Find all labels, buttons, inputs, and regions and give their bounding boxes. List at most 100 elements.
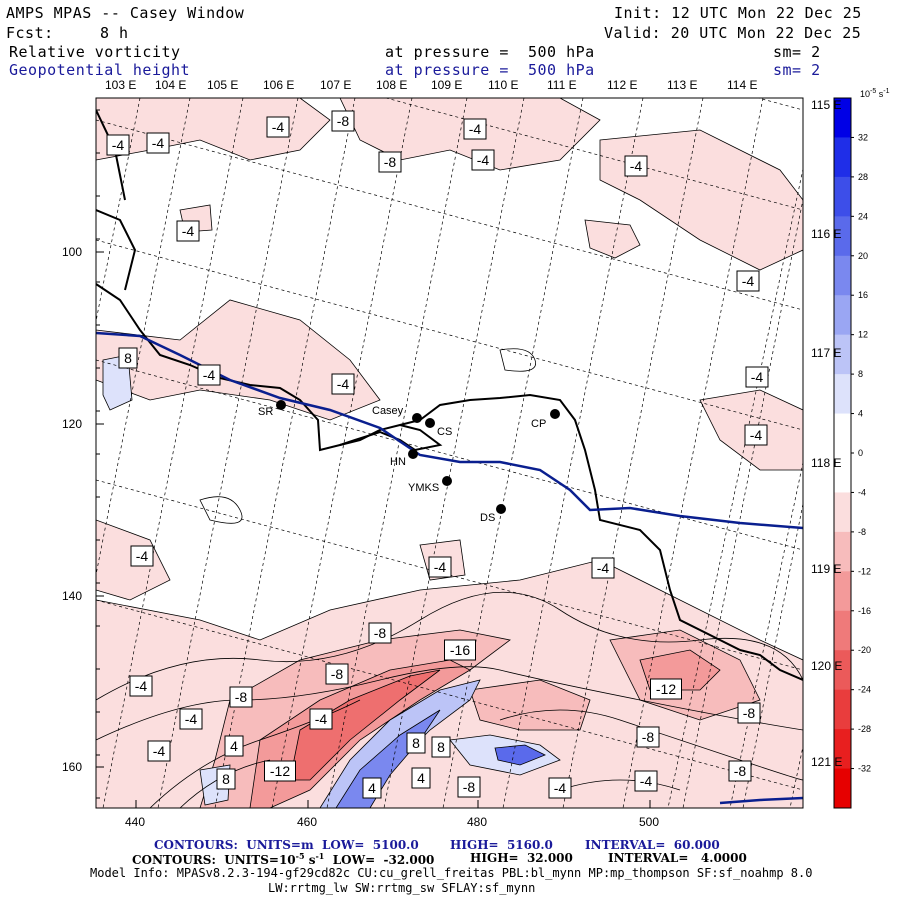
longitude-gridline — [502, 98, 644, 808]
map-title: AMPS MPAS -- Casey Window — [6, 4, 245, 22]
contour-label-box — [179, 708, 203, 730]
longitude-label: 106 E — [263, 78, 295, 92]
colorbar-segment — [834, 216, 851, 257]
contour-label-box — [325, 663, 349, 685]
contour-label: -4 — [135, 678, 148, 694]
longitude-gridline — [96, 98, 191, 577]
longitude-label: 113 E — [667, 78, 698, 92]
longitude-label: 121 E — [811, 755, 843, 769]
forecast-label: Fcst: — [6, 24, 54, 42]
contour-label: -12 — [270, 763, 290, 779]
contour-label-box — [428, 556, 452, 578]
colorbar-tick-label: 32 — [858, 132, 868, 142]
y-tick-label: 120 — [62, 417, 83, 431]
contour-label-box — [147, 740, 171, 762]
contour-label: 4 — [417, 770, 425, 786]
field2-smoothing: sm= 2 — [773, 61, 821, 79]
x-tick-label: 500 — [639, 815, 660, 829]
colorbar-tick-label: 16 — [858, 290, 868, 300]
colorbar-tick-label: -24 — [858, 685, 871, 695]
contour-label-box — [309, 708, 333, 730]
longitude-label: 105 E — [207, 78, 239, 92]
contour-label-box — [229, 686, 253, 708]
colorbar-segment — [834, 98, 851, 138]
contour-label: -4 — [153, 743, 166, 759]
plot-frame — [95, 97, 804, 809]
colorbar-segment — [834, 571, 851, 612]
contour-label: -12 — [656, 681, 676, 697]
colorbar-tick-label: 24 — [858, 211, 868, 221]
vorticity-contours-high: HIGH= 32.000 — [470, 851, 573, 865]
longitude-label: 108 E — [376, 78, 408, 92]
colorbar-segment — [834, 650, 851, 691]
vorticity-contours-interval: INTERVAL= 4.0000 — [608, 851, 747, 865]
colorbar-segment — [834, 374, 851, 415]
contour-label-box — [591, 557, 615, 579]
contour-label-box — [463, 118, 487, 140]
longitude-label: 119 E — [811, 562, 842, 576]
contour-label-box — [378, 151, 402, 173]
station-marker — [550, 409, 560, 419]
x-tick-label: 480 — [467, 815, 488, 829]
station-label: HN — [390, 456, 406, 468]
geopotential-height-contour-2 — [719, 796, 803, 805]
contour-label: -4 — [742, 273, 755, 289]
contour-label-box — [362, 777, 382, 799]
contour-label-box — [266, 116, 290, 138]
colorbar-segment — [834, 729, 851, 770]
colorbar-tick-label: -28 — [858, 724, 871, 734]
contour-label: -4 — [469, 121, 482, 137]
longitude-gridline — [102, 98, 244, 808]
colorbar-tick-label: 12 — [858, 330, 868, 340]
contour-label-box — [118, 347, 138, 369]
contour-label: -4 — [203, 367, 216, 383]
field2-name: Geopotential height — [9, 61, 191, 79]
station-marker — [408, 449, 418, 459]
forecast-hour: 8 h — [100, 24, 129, 42]
contour-label: -8 — [374, 625, 387, 641]
latitude-gridline — [384, 98, 803, 211]
x-tick-label: 440 — [125, 815, 146, 829]
contour-label-box — [471, 149, 495, 171]
longitude-label: 112 E — [607, 78, 638, 92]
x-tick-label: 460 — [297, 815, 318, 829]
longitude-gridline — [622, 98, 764, 808]
contour-label: -4 — [477, 152, 490, 168]
station-label: DS — [480, 512, 495, 524]
valid-time: Valid: 20 UTC Mon 22 Dec 25 — [604, 24, 862, 42]
y-tick-label: 100 — [62, 245, 83, 259]
height-contours-interval: INTERVAL= 60.000 — [585, 838, 720, 852]
longitude-gridline — [271, 98, 413, 808]
y-tick-label: 140 — [62, 589, 83, 603]
station-label: Casey — [372, 405, 404, 417]
colorbar-tick-label: -20 — [858, 645, 871, 655]
longitude-gridline — [562, 98, 704, 808]
latitude-gridline — [756, 98, 803, 111]
colorbar-tick-label: -12 — [858, 566, 871, 576]
contour-label-box — [331, 373, 355, 395]
contour-label: 8 — [222, 771, 230, 787]
colorbar-segment — [834, 531, 851, 572]
contour-label-box — [411, 767, 431, 789]
colorbar-segment — [834, 295, 851, 336]
colorbar-segment — [834, 413, 851, 454]
height-contours-units: CONTOURS: UNITS=m LOW= 5100.0 — [154, 838, 419, 852]
latitude-gridline — [96, 359, 803, 551]
station-label: SR — [258, 406, 273, 418]
station-marker — [425, 418, 435, 428]
colorbar-tick-label: 20 — [858, 251, 868, 261]
longitude-gridline — [96, 98, 141, 323]
contour-label: 4 — [230, 738, 238, 754]
contour-label-box — [634, 770, 658, 792]
colorbar-segment — [834, 137, 851, 178]
contour-label: -8 — [734, 763, 747, 779]
contour-label-box — [216, 768, 236, 790]
contour-label-box — [728, 760, 752, 782]
longitude-label: 115 E — [811, 98, 842, 112]
contour-label-box — [548, 777, 572, 799]
contour-label: -4 — [434, 559, 447, 575]
longitude-gridline — [157, 98, 299, 808]
contour-label: -4 — [337, 376, 350, 392]
contour-label: -4 — [112, 137, 125, 153]
contour-label-box — [264, 760, 296, 782]
